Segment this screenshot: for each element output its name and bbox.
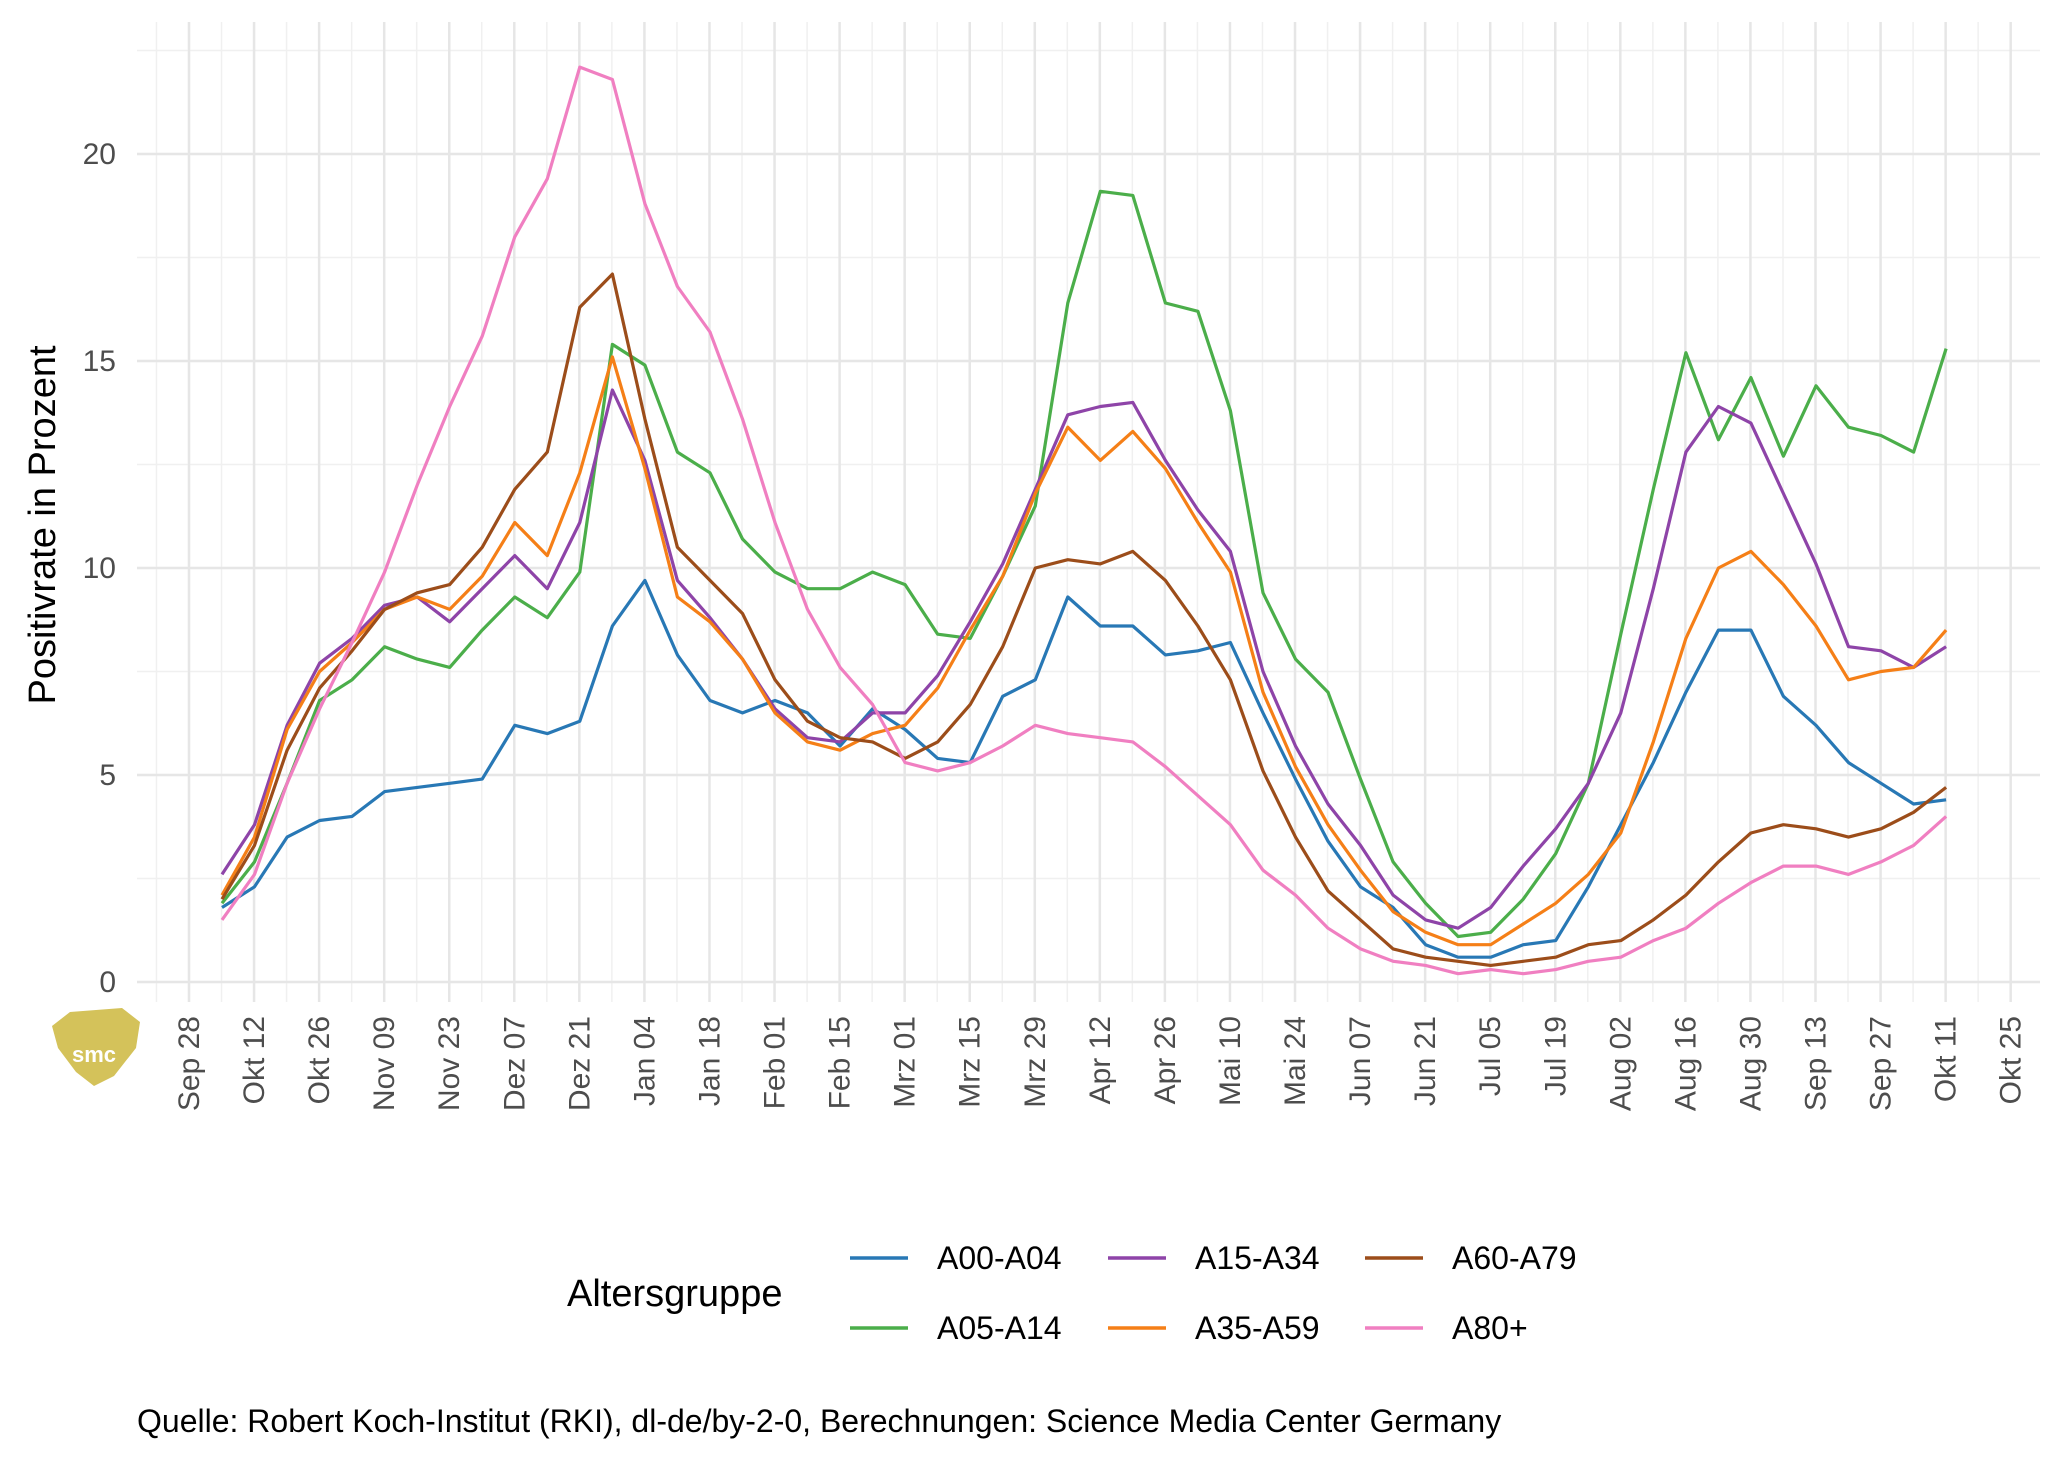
y-tick-label: 10 (83, 552, 116, 585)
x-tick-label: Aug 16 (1669, 1016, 1702, 1111)
y-axis-ticks: 0 5 10 15 20 (83, 138, 116, 999)
legend-label: A15-A34 (1195, 1240, 1320, 1276)
legend-label: A35-A59 (1195, 1310, 1320, 1346)
y-tick-label: 0 (99, 966, 116, 999)
x-tick-label: Jun 07 (1344, 1016, 1377, 1106)
x-tick-label: Mai 24 (1279, 1016, 1312, 1106)
caption: Quelle: Robert Koch-Institut (RKI), dl-d… (137, 1403, 1501, 1439)
x-tick-label: Dez 21 (563, 1016, 596, 1111)
smc-logo-text: smc (72, 1042, 116, 1067)
legend-items: A00-A04 A05-A14 A15-A34 A35-A59 A60-A79 A80+ (850, 1240, 1577, 1346)
x-tick-label: Okt 11 (1930, 1016, 1963, 1102)
x-tick-label: Jan 04 (628, 1016, 661, 1106)
x-tick-label: Jan 18 (693, 1016, 726, 1106)
series-line-a15-a34 (220, 388, 1947, 930)
legend-label: A00-A04 (937, 1240, 1062, 1276)
series-line-a00-a04 (221, 578, 1947, 959)
series-lines (220, 65, 1948, 976)
legend-label: A05-A14 (937, 1310, 1062, 1346)
x-tick-label: Sep 27 (1865, 1016, 1898, 1111)
x-tick-label: Jul 05 (1474, 1016, 1507, 1096)
x-tick-label: Mrz 01 (889, 1016, 922, 1108)
x-tick-label: Dez 07 (498, 1016, 531, 1111)
x-tick-label: Aug 02 (1604, 1016, 1637, 1111)
smc-logo: smc (52, 1008, 140, 1086)
series-line-a80plus (220, 65, 1948, 976)
smc-logo-shape (52, 1008, 140, 1086)
x-tick-label: Jul 19 (1539, 1016, 1572, 1096)
x-tick-label: Okt 12 (238, 1016, 271, 1104)
x-tick-label: Apr 26 (1149, 1016, 1182, 1104)
x-tick-label: Feb 01 (759, 1016, 792, 1109)
series-line-a60-a79 (220, 272, 1948, 968)
x-tick-label: Nov 23 (433, 1016, 466, 1111)
x-tick-label: Aug 30 (1734, 1016, 1767, 1111)
x-tick-label: Mai 10 (1214, 1016, 1247, 1106)
x-tick-label: Sep 13 (1800, 1016, 1833, 1111)
legend-title: Altersgruppe (567, 1273, 782, 1315)
x-tick-label: Jun 21 (1409, 1016, 1442, 1106)
series-line-a05-a14 (220, 189, 1948, 939)
legend-label: A60-A79 (1452, 1240, 1577, 1276)
x-tick-label: Okt 25 (1995, 1016, 2028, 1104)
x-tick-label: Feb 15 (824, 1016, 857, 1109)
y-axis-title: Positivrate in Prozent (22, 345, 64, 704)
x-axis-ticks: Sep 28 Okt 12 Okt 26 Nov 09 Nov 23 Dez 07 Dez … (173, 1016, 2028, 1111)
y-tick-label: 15 (83, 345, 116, 378)
series-line-a35-a59 (220, 355, 1948, 947)
x-tick-label: Mrz 15 (954, 1016, 987, 1108)
grid-major (137, 22, 2040, 1002)
legend: Altersgruppe A00-A04 A05-A14 A15-A34 A35-A5… (567, 1240, 1577, 1346)
grid-minor (137, 22, 2040, 1002)
y-tick-label: 5 (99, 759, 116, 792)
x-tick-label: Apr 12 (1084, 1016, 1117, 1104)
x-tick-label: Nov 09 (368, 1016, 401, 1111)
x-tick-label: Mrz 29 (1019, 1016, 1052, 1108)
x-tick-label: Okt 26 (303, 1016, 336, 1104)
legend-label: A80+ (1452, 1310, 1528, 1346)
y-tick-label: 20 (83, 138, 116, 171)
x-tick-label: Sep 28 (173, 1016, 206, 1111)
